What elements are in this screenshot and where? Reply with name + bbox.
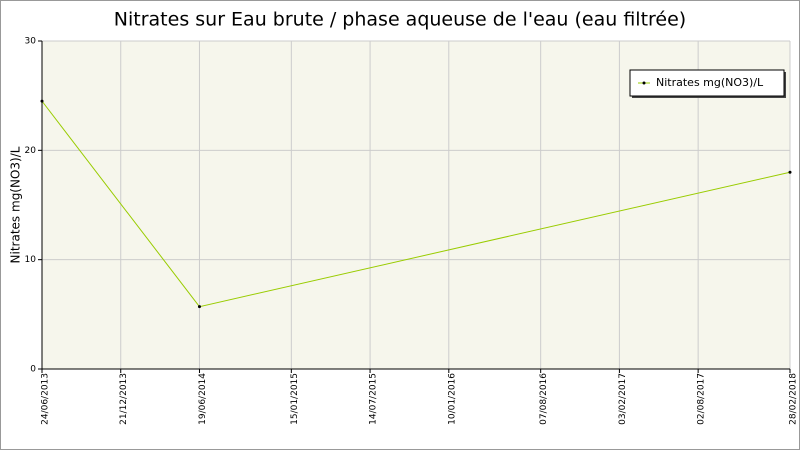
data-point [197,305,201,309]
x-tick-label: 10/01/2016 [447,373,457,425]
x-tick-label: 19/06/2014 [198,373,208,425]
legend-label: Nitrates mg(NO3)/L [656,76,764,89]
data-point [788,170,792,174]
legend-marker [642,81,646,85]
x-tick-label: 21/12/2013 [119,373,129,425]
y-tick-label: 20 [25,146,37,156]
x-tick-label: 28/02/2018 [789,373,799,425]
y-tick-label: 0 [30,365,36,375]
y-tick-label: 30 [25,37,37,47]
x-tick-label: 24/06/2013 [41,373,51,425]
legend-box [629,69,785,97]
chart-title: Nitrates sur Eau brute / phase aqueuse d… [114,9,686,31]
x-tick-label: 07/08/2016 [539,373,549,425]
x-tick-label: 15/01/2015 [290,373,300,425]
x-tick-label: 03/02/2017 [618,373,628,425]
data-point [40,99,44,103]
x-tick-label: 14/07/2015 [369,373,379,425]
x-tick-label: 02/08/2017 [697,373,707,425]
y-axis-label: Nitrates mg(NO3)/L [9,146,23,263]
y-tick-label: 10 [25,255,37,265]
